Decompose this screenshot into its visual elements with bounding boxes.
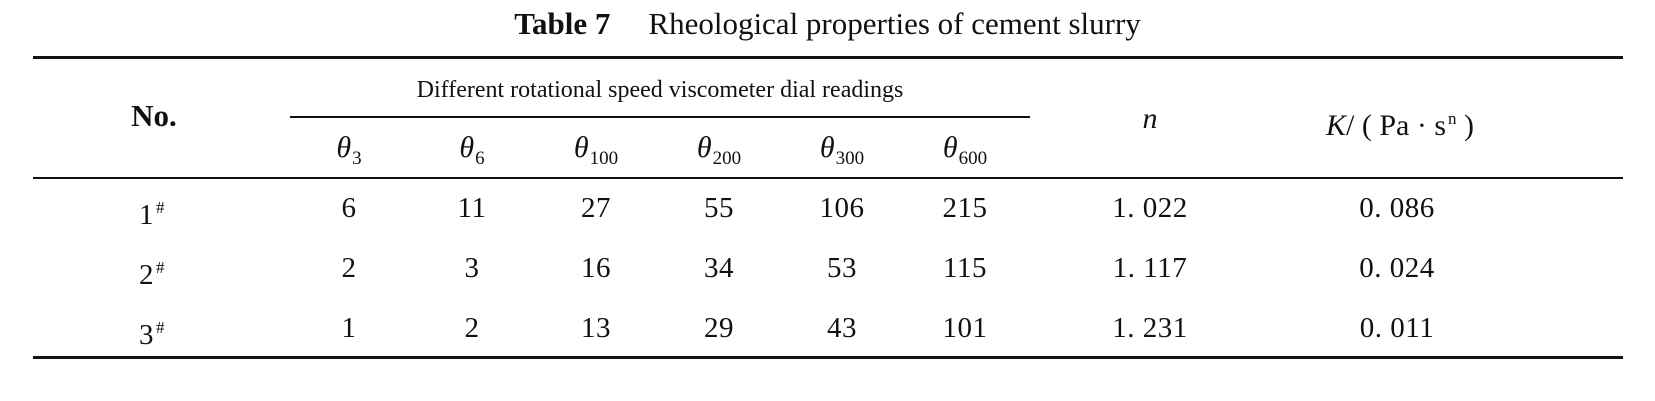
n-value-cell: 1. 022	[1112, 192, 1188, 224]
dial-reading-cell: 55	[704, 192, 734, 224]
header-theta-6: θ6	[417, 131, 527, 176]
caption-title: Rheological properties of cement slurry	[648, 6, 1141, 41]
dial-reading-cell: 34	[704, 252, 734, 284]
theta-symbol: θ	[819, 131, 835, 164]
theta-subscript: 300	[835, 148, 865, 169]
dial-reading-cell: 16	[581, 252, 611, 284]
theta-subscript: 200	[712, 148, 742, 169]
k-value-cell: 0. 024	[1359, 252, 1435, 284]
theta-symbol: θ	[459, 131, 475, 164]
header-rule	[33, 177, 1623, 179]
dial-reading-cell: 11	[457, 192, 487, 224]
k-value-cell: 0. 011	[1359, 312, 1435, 344]
n-value-cell: 1. 231	[1112, 312, 1188, 344]
dial-reading-cell: 43	[827, 312, 857, 344]
row-number: 2 #	[112, 251, 192, 292]
row-number-value: 2	[139, 259, 154, 291]
dial-reading-cell: 1	[341, 312, 357, 344]
dial-reading-cell: 53	[827, 252, 857, 284]
dial-reading-cell: 101	[942, 312, 988, 344]
header-n: n	[1142, 102, 1158, 135]
row-number: 1 #	[112, 191, 192, 232]
theta-subscript: 6	[475, 148, 485, 169]
header-theta-600: θ600	[910, 131, 1020, 176]
group-underline	[290, 116, 1030, 118]
dial-reading-cell: 2	[464, 312, 480, 344]
row-number: 3 #	[112, 311, 192, 352]
k-value-cell: 0. 086	[1359, 192, 1435, 224]
dial-reading-cell: 29	[704, 312, 734, 344]
dial-reading-cell: 115	[943, 252, 987, 284]
theta-subscript: 3	[352, 148, 362, 169]
header-theta-300: θ300	[787, 131, 897, 176]
header-dial-readings: Different rotational speed viscometer di…	[416, 77, 904, 103]
header-theta-200: θ200	[664, 131, 774, 176]
top-rule	[33, 56, 1623, 59]
caption-label: Table 7	[514, 6, 611, 41]
header-theta-100: θ100	[541, 131, 651, 176]
dial-reading-cell: 106	[819, 192, 865, 224]
row-number-mark: #	[156, 318, 165, 337]
theta-symbol: θ	[336, 131, 352, 164]
row-number-value: 1	[139, 199, 154, 231]
header-no: No.	[131, 98, 177, 133]
row-number-value: 3	[139, 319, 154, 351]
bottom-rule	[33, 356, 1623, 359]
dial-reading-cell: 13	[581, 312, 611, 344]
header-theta-3: θ3	[294, 131, 404, 176]
table-caption: Table 7 Rheological properties of cement …	[0, 6, 1655, 42]
row-number-mark: #	[156, 258, 165, 277]
dial-reading-cell: 2	[341, 252, 357, 284]
dial-reading-cell: 3	[464, 252, 480, 284]
theta-symbol: θ	[696, 131, 712, 164]
theta-subscript: 100	[589, 148, 619, 169]
theta-symbol: θ	[942, 131, 958, 164]
dial-reading-cell: 6	[341, 192, 357, 224]
theta-symbol: θ	[573, 131, 589, 164]
dial-reading-cell: 27	[581, 192, 611, 224]
row-number-mark: #	[156, 198, 165, 217]
dial-reading-cell: 215	[942, 192, 988, 224]
theta-subscript: 600	[958, 148, 988, 169]
n-value-cell: 1. 117	[1112, 252, 1188, 284]
